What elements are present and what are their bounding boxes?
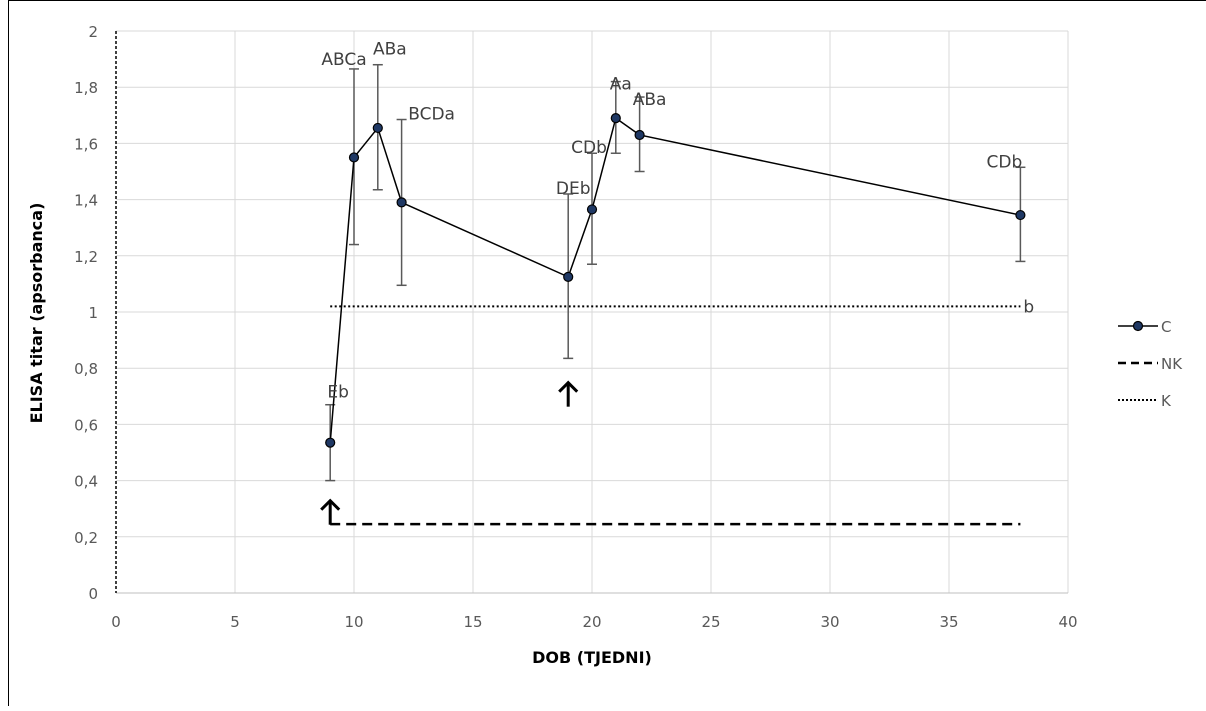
y-tick-label: 2 bbox=[88, 23, 98, 41]
series-c-point bbox=[563, 271, 574, 282]
annotations bbox=[320, 380, 579, 525]
error-bars bbox=[325, 63, 1026, 482]
series-c bbox=[325, 113, 1026, 448]
series-k-end-label: b bbox=[1023, 297, 1034, 317]
up-arrow-head bbox=[320, 498, 341, 511]
series-c-point bbox=[586, 204, 598, 215]
series-c-point bbox=[348, 152, 360, 163]
data-label: ABa bbox=[633, 90, 667, 110]
series-c-point bbox=[610, 113, 621, 124]
y-tick-label: 1,8 bbox=[74, 79, 98, 97]
series-c-point bbox=[634, 129, 645, 141]
data-label: ABa bbox=[373, 40, 407, 60]
series-c-point bbox=[372, 122, 383, 134]
data-label: BCDa bbox=[408, 105, 455, 125]
legend-label-nk: NK bbox=[1161, 355, 1183, 373]
series-c-point bbox=[325, 437, 336, 448]
frame-top-border bbox=[8, 0, 1206, 1]
y-axis-title: ELISA titar (apsorbanca) bbox=[27, 203, 46, 424]
x-tick-label: 20 bbox=[582, 613, 601, 631]
x-tick-label: 5 bbox=[230, 613, 240, 631]
data-label: Aa bbox=[610, 75, 632, 95]
data-label: CDb bbox=[987, 152, 1023, 172]
legend: C NK K bbox=[1118, 318, 1183, 410]
axes: 0 5 10 15 20 25 30 35 40 0 0,2 0,4 0,6 0,8 1 1,2 1,4 1,6 1… bbox=[74, 23, 1077, 631]
legend-label-k: K bbox=[1161, 392, 1172, 410]
data-label: ABCa bbox=[321, 50, 366, 70]
series-c-point bbox=[1015, 209, 1026, 221]
data-label: CDb bbox=[571, 138, 607, 158]
data-label: Eb bbox=[327, 383, 349, 403]
y-tick-label: 0,6 bbox=[74, 416, 98, 434]
x-tick-label: 0 bbox=[111, 613, 121, 631]
reference-lines: b bbox=[330, 297, 1034, 526]
x-tick-label: 15 bbox=[463, 613, 482, 631]
y-tick-label: 1,4 bbox=[74, 192, 98, 210]
y-tick-label: 0,2 bbox=[74, 529, 98, 547]
series-c-point bbox=[396, 197, 407, 208]
x-tick-label: 10 bbox=[344, 613, 363, 631]
up-arrow-head bbox=[558, 380, 579, 393]
legend-label-c: C bbox=[1161, 318, 1171, 336]
x-axis-title: DOB (TJEDNI) bbox=[532, 648, 652, 667]
gridlines bbox=[116, 30, 1069, 593]
x-tick-label: 30 bbox=[820, 613, 839, 631]
frame-left-border bbox=[8, 0, 9, 706]
x-tick-label: 25 bbox=[701, 613, 720, 631]
y-tick-label: 0,4 bbox=[74, 473, 98, 491]
legend-marker-c bbox=[1132, 320, 1144, 332]
y-tick-label: 0,8 bbox=[74, 360, 98, 378]
series-c-line bbox=[329, 116, 1021, 443]
x-tick-label: 40 bbox=[1058, 613, 1077, 631]
y-tick-label: 0 bbox=[88, 585, 98, 603]
y-tick-label: 1,2 bbox=[74, 248, 98, 266]
x-tick-label: 35 bbox=[939, 613, 958, 631]
data-label: DEb bbox=[556, 179, 591, 199]
y-tick-label: 1 bbox=[88, 304, 98, 322]
y-tick-label: 1,6 bbox=[74, 135, 98, 153]
